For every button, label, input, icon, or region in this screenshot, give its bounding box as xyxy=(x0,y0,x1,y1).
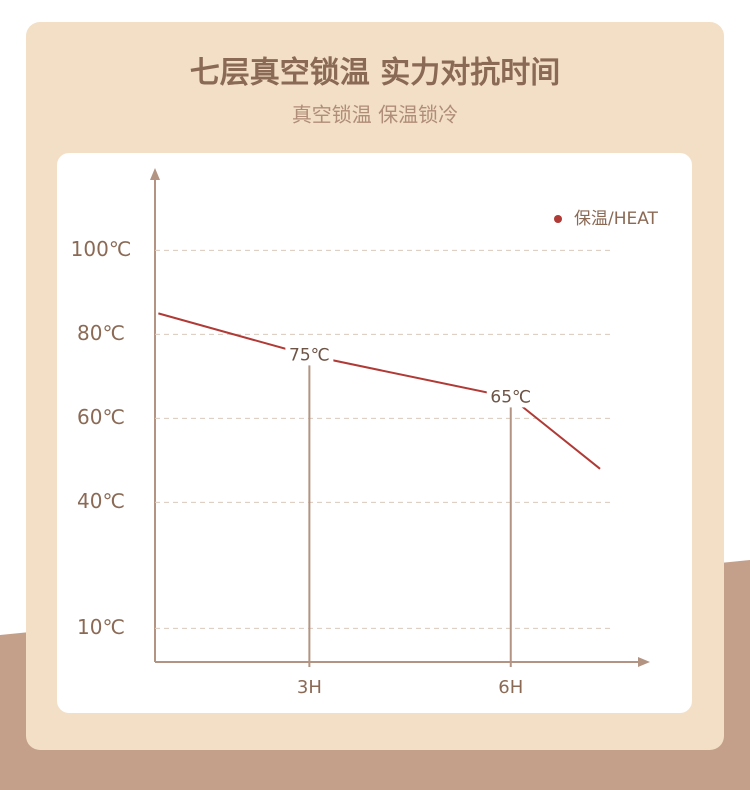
chart-title: 七层真空锁温 实力对抗时间 xyxy=(190,56,560,91)
y-tick-label: 10℃ xyxy=(77,615,125,639)
chart-subtitle: 真空锁温 保温锁冷 xyxy=(292,103,458,127)
y-tick-label: 80℃ xyxy=(77,321,125,345)
y-tick-label: 100℃ xyxy=(71,237,132,261)
legend-marker xyxy=(554,215,562,223)
data-label: 75℃ xyxy=(289,345,330,365)
y-tick-label: 40℃ xyxy=(77,489,125,513)
y-arrow xyxy=(150,168,160,180)
x-tick-label: 6H xyxy=(498,677,523,698)
label-bg xyxy=(285,343,334,366)
data-label: 65℃ xyxy=(490,387,531,407)
label-bg xyxy=(486,385,535,408)
x-arrow xyxy=(638,657,650,667)
x-tick-label: 3H xyxy=(297,677,322,698)
data-line xyxy=(158,312,601,470)
legend-label: 保温/HEAT xyxy=(574,209,659,229)
y-tick-label: 60℃ xyxy=(77,405,125,429)
chart-panel xyxy=(57,153,692,713)
